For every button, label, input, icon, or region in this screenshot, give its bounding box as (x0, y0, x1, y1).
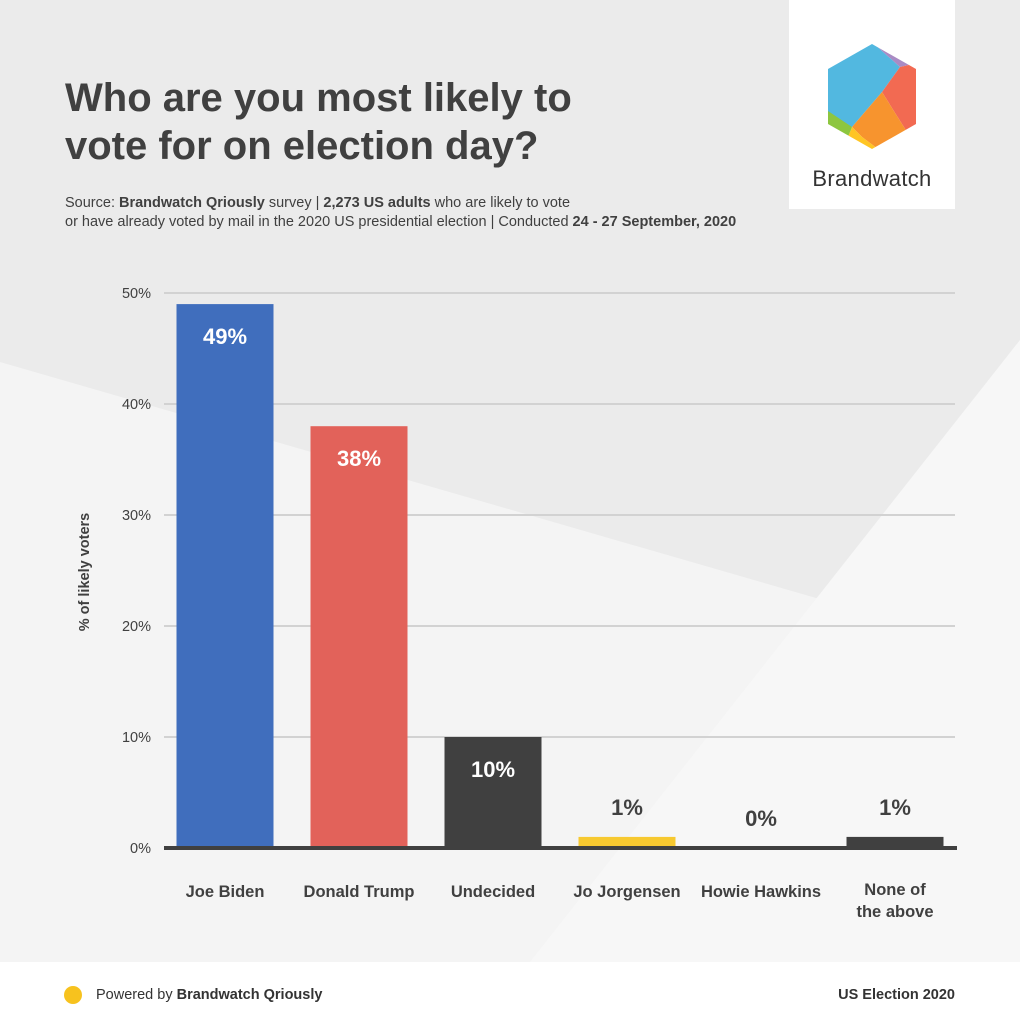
footer-tag: US Election 2020 (838, 987, 955, 1003)
y-axis-ticks: 0% 10% 20% 30% 40% 50% (122, 286, 151, 857)
source-mid: survey | (264, 195, 324, 211)
bar (310, 426, 408, 848)
source-line-2: or have already voted by mail in the 202… (65, 214, 573, 230)
data-label: 10% (471, 757, 515, 782)
y-tick-label: 50% (122, 286, 151, 302)
y-tick-label: 30% (122, 508, 151, 524)
powered-by: Powered by Brandwatch Qriously (96, 987, 322, 1003)
y-tick-label: 20% (122, 619, 151, 635)
source-sample: 2,273 US adults (323, 195, 431, 211)
x-tick-label: Donald Trump (304, 883, 415, 901)
y-axis-label: % of likely voters (77, 513, 93, 631)
bar (176, 304, 274, 849)
y-tick-label: 40% (122, 397, 151, 413)
y-tick-label: 10% (122, 730, 151, 746)
data-label: 38% (337, 446, 381, 471)
powered-prefix: Powered by (96, 987, 177, 1003)
gridlines (164, 292, 955, 738)
x-tick-label: Jo Jorgensen (573, 883, 680, 901)
bar (846, 836, 944, 848)
x-tick-label: the above (856, 903, 933, 921)
brand-name: Brandwatch (812, 166, 932, 191)
x-tick-label: Joe Biden (186, 883, 265, 901)
powered-name: Brandwatch Qriously (176, 987, 323, 1003)
source-note: Source: Brandwatch Qriously survey | 2,2… (65, 194, 825, 232)
x-axis-labels: Joe Biden Donald Trump Undecided Jo Jorgens… (186, 881, 934, 921)
brand-logo: Brandwatch (789, 0, 955, 209)
y-tick-label: 0% (130, 841, 151, 857)
qriously-dot-icon (64, 986, 82, 1004)
data-label: 1% (879, 795, 911, 820)
bar (578, 836, 676, 848)
footer: Powered by Brandwatch Qriously US Electi… (0, 962, 1020, 1029)
source-prefix: Source: (65, 195, 119, 211)
source-dates: 24 - 27 September, 2020 (572, 214, 737, 230)
source-rest: who are likely to vote (430, 195, 571, 211)
background-light-wedge (530, 340, 1020, 962)
bar (444, 737, 542, 848)
data-label: 1% (611, 795, 643, 820)
x-tick-label: Howie Hawkins (701, 883, 821, 901)
bars: 49% 38% 10% 1% 0% 1% (176, 304, 944, 849)
title-line-1: Who are you most likely to (65, 76, 572, 120)
title-line-2: vote for on election day? (65, 124, 539, 168)
page-title: Who are you most likely to vote for on e… (65, 74, 625, 170)
data-label: 49% (203, 324, 247, 349)
bar-chart: 0% 10% 20% 30% 40% 50% % of likely voters 49%… (77, 286, 957, 921)
data-label: 0% (745, 806, 777, 831)
source-name: Brandwatch Qriously (119, 195, 265, 211)
brandwatch-hexagon-icon (828, 44, 916, 149)
x-tick-label: Undecided (451, 883, 535, 901)
x-tick-label: None of (864, 881, 926, 899)
